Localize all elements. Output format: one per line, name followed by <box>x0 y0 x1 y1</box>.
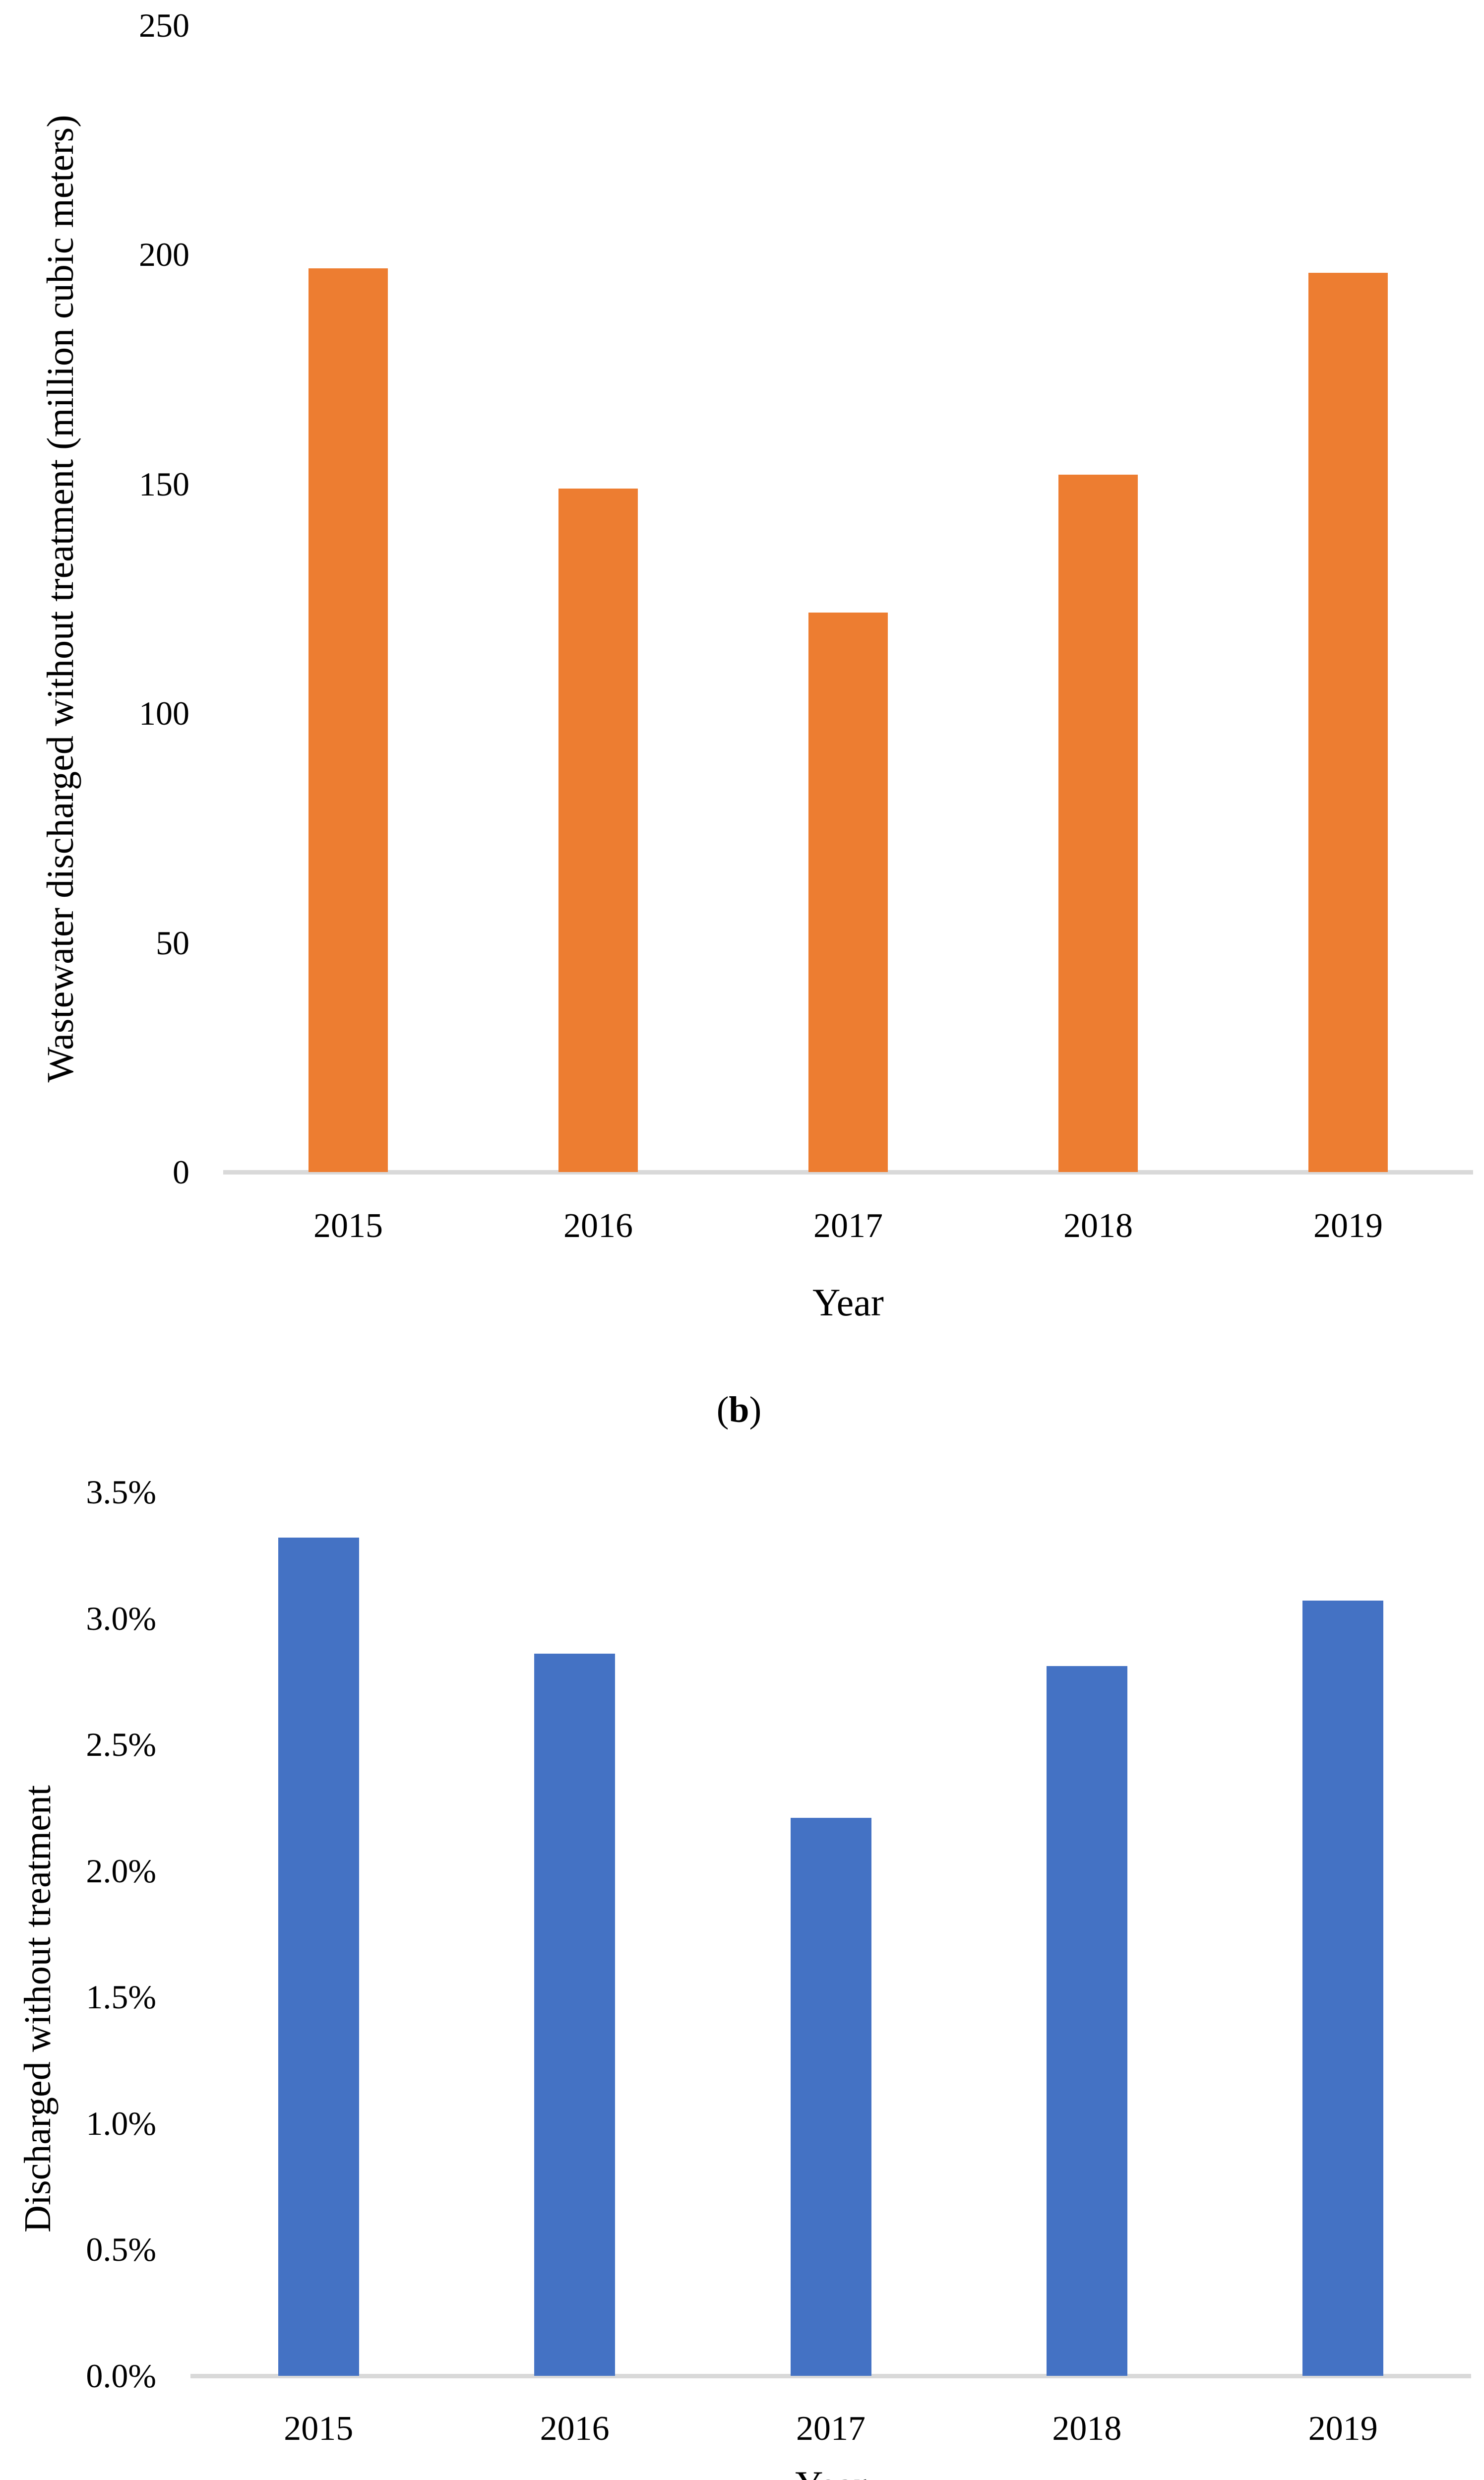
chart-c-x-axis-title: Year <box>795 2463 866 2480</box>
chart-b-x-tick-label-2019: 2019 <box>1313 1207 1383 1245</box>
chart-c-x-tick-label-2018: 2018 <box>1052 2410 1122 2448</box>
chart-c-x-axis-line <box>190 2374 1471 2378</box>
chart-b-x-axis-title: Year <box>812 1281 884 1324</box>
chart-b-x-tick-label-2017: 2017 <box>813 1207 883 1245</box>
chart-b-caption-paren-close: ) <box>749 1389 762 1430</box>
chart-c-y-tick-label-2.5%: 2.5% <box>86 1726 156 1764</box>
chart-b-caption-letter: b <box>729 1389 749 1430</box>
chart-c-y-tick-label-3.5%: 3.5% <box>86 1473 156 1511</box>
chart-b-bar-2016 <box>558 489 638 1172</box>
chart-c-x-tick-label-2015: 2015 <box>284 2410 354 2448</box>
chart-b-y-tick-label-100: 100 <box>139 694 189 733</box>
chart-b-caption-paren-open: ( <box>716 1389 729 1430</box>
chart-b-y-tick-label-50: 50 <box>156 924 189 962</box>
chart-b-x-axis-line <box>223 1170 1473 1175</box>
chart-c-bar-2018 <box>1046 1666 1127 2376</box>
chart-b-y-tick-label-250: 250 <box>139 6 189 44</box>
chart-b-y-tick-label-200: 200 <box>139 236 189 274</box>
chart-c-bar-2017 <box>790 1817 871 2376</box>
chart-b-y-tick-label-150: 150 <box>139 465 189 503</box>
chart-c-y-tick-label-1.5%: 1.5% <box>86 1978 156 2016</box>
chart-c-y-tick-label-1.0%: 1.0% <box>86 2104 156 2142</box>
chart-c-y-tick-label-3.0%: 3.0% <box>86 1599 156 1637</box>
chart-b-bar-2019 <box>1308 273 1388 1172</box>
chart-b-x-tick-label-2016: 2016 <box>563 1207 633 1245</box>
chart-b-x-tick-label-2015: 2015 <box>313 1207 383 1245</box>
chart-c-bar-2016 <box>534 1653 616 2376</box>
chart-b-y-tick-label-0: 0 <box>173 1153 189 1191</box>
chart-c-y-tick-label-0.5%: 0.5% <box>86 2231 156 2269</box>
chart-b-x-tick-label-2018: 2018 <box>1063 1207 1133 1245</box>
chart-c-bar-2019 <box>1302 1600 1384 2376</box>
chart-c-x-tick-label-2016: 2016 <box>540 2410 610 2448</box>
chart-c-x-tick-label-2017: 2017 <box>796 2410 866 2448</box>
chart-b-bar-2017 <box>808 612 888 1172</box>
chart-b-caption: (b) <box>717 1389 761 1431</box>
chart-c-y-tick-label-0.0%: 0.0% <box>86 2357 156 2395</box>
chart-b-bar-2015 <box>309 268 388 1172</box>
chart-b-bar-2018 <box>1058 475 1138 1172</box>
chart-c-y-tick-label-2.0%: 2.0% <box>86 1852 156 1890</box>
chart-c-x-tick-label-2019: 2019 <box>1308 2410 1378 2448</box>
chart-c-bar-2015 <box>278 1537 359 2376</box>
